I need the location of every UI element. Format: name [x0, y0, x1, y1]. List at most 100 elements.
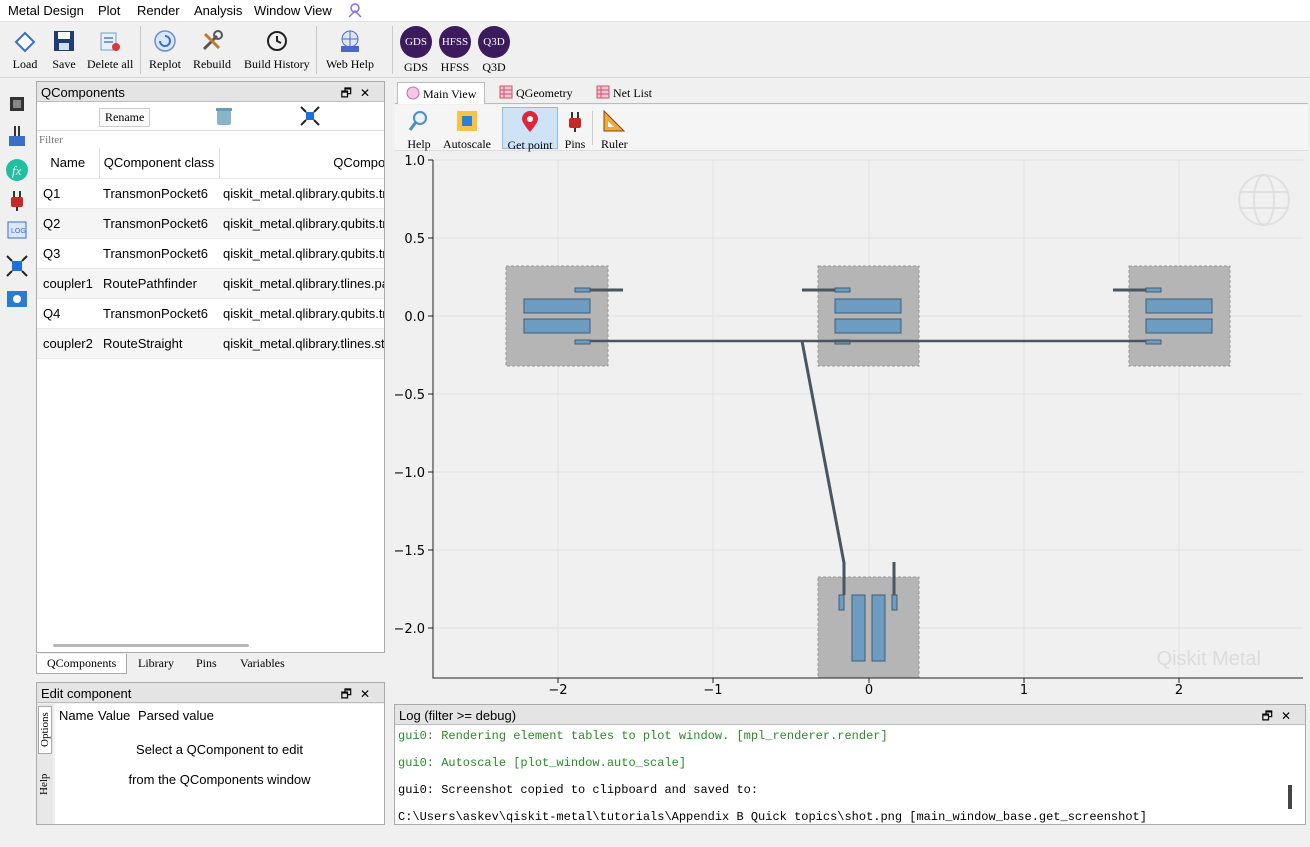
menu-render[interactable]: Render: [137, 3, 180, 18]
gds-render-button[interactable]: GDS GDS: [400, 26, 432, 75]
connector-icon[interactable]: [5, 124, 29, 148]
qcomponents-table-wrap: Name QComponent class QComponent m Q1Tra…: [37, 148, 384, 398]
dock-float-close-icons[interactable]: 🗗✕: [340, 687, 378, 701]
map-pin-icon: [522, 111, 538, 132]
tab-options[interactable]: Options: [38, 706, 52, 754]
plot-help-button[interactable]: Help: [407, 109, 431, 152]
x-ticks: −2 −1 0 1 2: [548, 678, 1183, 698]
y-tick-label: −0.5: [395, 388, 425, 403]
screenshot-icon[interactable]: [5, 286, 29, 310]
load-label: Load: [12, 57, 38, 71]
svg-text:fx: fx: [12, 163, 22, 178]
qcomponents-panel: QComponents 🗗✕ Rename Name QComponent cl…: [36, 81, 385, 653]
qiskit-logo-icon: [346, 1, 364, 22]
q4-pocket[interactable]: [817, 576, 920, 679]
menu-metal-design[interactable]: Metal Design: [8, 3, 84, 18]
col-name[interactable]: Name: [37, 148, 99, 179]
row-class: TransmonPocket6: [99, 238, 219, 269]
toolbar-separator: [316, 26, 317, 74]
dock-float-close-icons[interactable]: 🗗✕: [340, 86, 378, 100]
qcomponents-header: QComponents 🗗✕: [37, 82, 384, 102]
get-point-label: Get point: [507, 138, 553, 152]
trash-icon[interactable]: [214, 106, 234, 126]
tab-qcomponents[interactable]: QComponents: [36, 654, 128, 674]
tab-pins[interactable]: Pins: [196, 656, 217, 670]
row-module: qiskit_metal.qlibrary.qubits.tr: [219, 178, 384, 209]
chip-icon[interactable]: [5, 92, 29, 116]
delete-all-icon: [100, 32, 121, 51]
layout-plot[interactable]: 1.0 0.5 0.0 −0.5 −1.0 −1.5 −2.0 −2 −1 0 1 2 Qiskit…: [395, 152, 1308, 702]
menu-analysis[interactable]: Analysis: [194, 3, 243, 18]
y-tick-label: 0.0: [404, 310, 425, 325]
tab-main-view-label: Main View: [423, 87, 477, 101]
rebuild-button[interactable]: Rebuild: [193, 28, 231, 72]
rename-button[interactable]: Rename: [99, 108, 151, 127]
log-icon[interactable]: LOG: [5, 218, 29, 242]
dock-float-close-icons[interactable]: 🗗✕: [1261, 709, 1299, 723]
rebuild-label: Rebuild: [193, 57, 231, 71]
ruler-icon: [603, 109, 626, 132]
row-name: Q1: [37, 178, 99, 209]
coupler-routes: [590, 288, 1146, 595]
tab-help[interactable]: Help: [38, 773, 50, 795]
q3d-render-button[interactable]: Q3D Q3D: [478, 26, 510, 75]
log-panel: Log (filter >= debug) 🗗✕ gui0: Rendering…: [394, 704, 1306, 825]
menu-window-view[interactable]: Window View: [254, 3, 332, 18]
q2-pocket[interactable]: [817, 265, 920, 367]
toolbar-separator: [140, 26, 141, 74]
table-row[interactable]: Q2 TransmonPocket6 qiskit_metal.qlibrary.q…: [37, 208, 384, 239]
save-button[interactable]: Save: [51, 28, 77, 72]
x-tick-label: −2: [548, 683, 567, 698]
qcomponents-title: QComponents: [41, 85, 125, 100]
load-button[interactable]: Load: [12, 28, 38, 72]
col-class[interactable]: QComponent class: [98, 148, 219, 179]
horizontal-scrollbar[interactable]: [53, 644, 249, 647]
pins-label: Pins: [564, 137, 586, 151]
tab-qgeometry[interactable]: QGeometry: [491, 82, 581, 104]
table-row[interactable]: Q3 TransmonPocket6 qiskit_metal.qlibrary.q…: [37, 238, 384, 269]
x-tick-label: 2: [1175, 683, 1183, 698]
table-row[interactable]: Q4 TransmonPocket6 qiskit_metal.qlibrary.q…: [37, 298, 384, 329]
gds-label: GDS: [403, 60, 428, 74]
fit-view-icon[interactable]: [300, 106, 320, 126]
axes-frame: [432, 160, 1303, 679]
q4-pads: [838, 594, 898, 662]
col-module[interactable]: QComponent m: [218, 148, 384, 179]
log-scrollbar[interactable]: [1288, 785, 1292, 809]
row-name: coupler1: [37, 268, 99, 299]
q1-pocket[interactable]: [505, 265, 609, 367]
table-row[interactable]: coupler1 RoutePathfinder qiskit_metal.qlib…: [37, 268, 384, 299]
autoscale-button[interactable]: Autoscale: [443, 109, 491, 152]
row-name: Q2: [37, 208, 99, 239]
autoscale-icon: [456, 111, 477, 131]
q3-pocket[interactable]: [1128, 265, 1231, 367]
table-row[interactable]: coupler2 RouteStraight qiskit_metal.qlibra…: [37, 328, 384, 359]
get-point-button[interactable]: Get point: [502, 107, 558, 152]
hfss-render-button[interactable]: HFSS HFSS: [439, 26, 471, 75]
fullscreen-icon[interactable]: [5, 254, 29, 278]
menu-plot[interactable]: Plot: [98, 3, 121, 18]
q1-pads: [523, 287, 591, 345]
autoscale-label: Autoscale: [443, 137, 491, 151]
table-row[interactable]: Q1 TransmonPocket6 qiskit_metal.qlibrary.q…: [37, 178, 384, 209]
ruler-button[interactable]: Ruler: [601, 109, 628, 152]
plug-icon[interactable]: [5, 188, 29, 212]
plot-help-label: Help: [407, 137, 431, 151]
tab-main-view[interactable]: Main View: [397, 82, 486, 104]
function-icon[interactable]: fx: [5, 158, 29, 182]
tab-net-list[interactable]: Net List: [588, 82, 660, 104]
tab-variables[interactable]: Variables: [240, 656, 285, 670]
build-history-button[interactable]: Build History: [244, 28, 310, 72]
web-help-button[interactable]: Web Help: [326, 28, 374, 72]
filter-input[interactable]: [37, 130, 384, 148]
gds-badge: GDS: [400, 26, 432, 58]
edit-hint-line2: from the QComponents window: [128, 772, 311, 787]
row-module: qiskit_metal.qlibrary.qubits.tr: [219, 298, 384, 329]
tab-library[interactable]: Library: [138, 656, 174, 670]
build-history-label: Build History: [244, 57, 310, 71]
pins-button[interactable]: Pins: [563, 109, 587, 152]
log-title: Log (filter >= debug): [399, 708, 517, 723]
delete-all-button[interactable]: Delete all: [87, 28, 133, 72]
replot-button[interactable]: Replot: [149, 28, 181, 72]
edit-component-panel: Edit component 🗗✕ Options Help Name Valu…: [36, 682, 385, 825]
